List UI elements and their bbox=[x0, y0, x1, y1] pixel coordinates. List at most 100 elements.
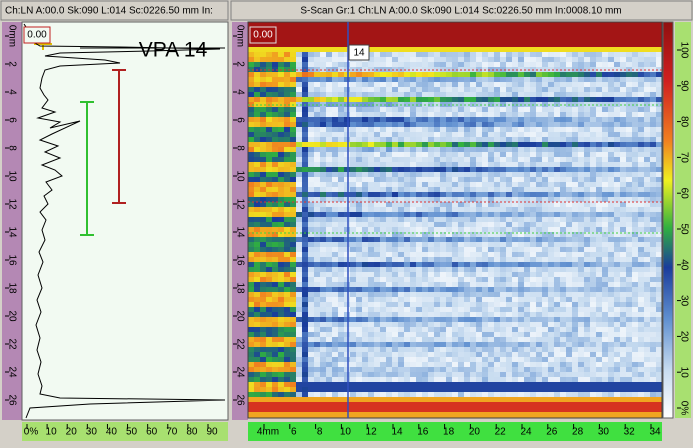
sscan-cell bbox=[494, 152, 500, 157]
sscan-cell bbox=[524, 112, 530, 117]
sscan-cell bbox=[314, 142, 320, 147]
sscan-cell bbox=[278, 242, 284, 247]
sscan-cell bbox=[560, 117, 566, 122]
sscan-cell bbox=[620, 317, 626, 322]
sscan-cell bbox=[440, 87, 446, 92]
sscan-cell bbox=[488, 247, 494, 252]
sscan-cell bbox=[656, 247, 662, 252]
sscan-cell bbox=[272, 142, 278, 147]
sscan-cell bbox=[560, 42, 566, 47]
sscan-cell bbox=[320, 107, 326, 112]
sscan-cell bbox=[584, 57, 590, 62]
sscan-cell bbox=[344, 122, 350, 127]
sscan-cell bbox=[650, 217, 656, 222]
sscan-cell bbox=[416, 282, 422, 287]
sscan-cell bbox=[392, 267, 398, 272]
sscan-cell bbox=[458, 297, 464, 302]
sscan-cell bbox=[494, 312, 500, 317]
sscan-cell bbox=[362, 282, 368, 287]
sscan-cell bbox=[482, 42, 488, 47]
sscan-cell bbox=[506, 302, 512, 307]
sscan-cell bbox=[368, 192, 374, 197]
sscan-cell bbox=[272, 307, 278, 312]
sscan-cell bbox=[536, 57, 542, 62]
sscan-cell bbox=[620, 122, 626, 127]
sscan-cell bbox=[572, 347, 578, 352]
sscan-cell bbox=[254, 317, 260, 322]
sscan-cell bbox=[656, 272, 662, 277]
sscan-cell bbox=[458, 292, 464, 297]
sscan-cell bbox=[254, 147, 260, 152]
sscan-cell bbox=[530, 97, 536, 102]
sscan-cell bbox=[446, 92, 452, 97]
sscan-cell bbox=[362, 292, 368, 297]
sscan-cell bbox=[482, 192, 488, 197]
sscan-cell bbox=[488, 372, 494, 377]
sscan-cell bbox=[602, 22, 608, 27]
sscan-cell bbox=[584, 107, 590, 112]
sscan-cell bbox=[548, 317, 554, 322]
sscan-cell bbox=[350, 352, 356, 357]
sscan-cell bbox=[302, 37, 308, 42]
sscan-cell bbox=[314, 317, 320, 322]
sscan-cell bbox=[416, 272, 422, 277]
sscan-cell bbox=[266, 247, 272, 252]
sscan-cell bbox=[410, 377, 416, 382]
sscan-cell bbox=[584, 207, 590, 212]
sscan-cell bbox=[482, 352, 488, 357]
sscan-cell bbox=[392, 27, 398, 32]
sscan-cell bbox=[560, 282, 566, 287]
sscan-cell bbox=[626, 57, 632, 62]
sscan-cell bbox=[374, 52, 380, 57]
sscan-cell bbox=[596, 242, 602, 247]
sscan-cell bbox=[338, 327, 344, 332]
sscan-cell bbox=[470, 77, 476, 82]
sscan-cell bbox=[278, 377, 284, 382]
sscan-cell bbox=[350, 297, 356, 302]
sscan-cell bbox=[614, 332, 620, 337]
sscan-cell bbox=[578, 357, 584, 362]
sscan-cell bbox=[344, 142, 350, 147]
sscan-cell bbox=[500, 52, 506, 57]
sscan-cell bbox=[308, 182, 314, 187]
sscan-cell bbox=[554, 127, 560, 132]
sscan-cell bbox=[494, 332, 500, 337]
sscan-cell bbox=[506, 357, 512, 362]
sscan-cell bbox=[608, 237, 614, 242]
sscan-cell bbox=[362, 242, 368, 247]
sscan-cell bbox=[482, 22, 488, 27]
sscan-cell bbox=[386, 177, 392, 182]
sscan-cell bbox=[596, 372, 602, 377]
sscan-cell bbox=[446, 207, 452, 212]
sscan-cell bbox=[530, 167, 536, 172]
sscan-cell bbox=[386, 312, 392, 317]
sscan-cell bbox=[542, 62, 548, 67]
sscan-cell bbox=[368, 82, 374, 87]
sscan-cell bbox=[284, 22, 290, 27]
sscan-cell bbox=[248, 267, 254, 272]
sscan-cell bbox=[554, 317, 560, 322]
sscan-cell bbox=[392, 22, 398, 27]
sscan-cell bbox=[266, 297, 272, 302]
sscan-cell bbox=[650, 342, 656, 347]
sscan-cell bbox=[296, 207, 302, 212]
sscan-cell bbox=[476, 242, 482, 247]
sscan-cell bbox=[512, 157, 518, 162]
sscan-cell bbox=[332, 302, 338, 307]
sscan-cell bbox=[548, 37, 554, 42]
sscan-cell bbox=[446, 332, 452, 337]
sscan-cell bbox=[554, 337, 560, 342]
sscan-cell bbox=[584, 27, 590, 32]
sscan-cell bbox=[488, 157, 494, 162]
sscan-cell bbox=[272, 187, 278, 192]
sscan-cell bbox=[464, 142, 470, 147]
sscan-cell bbox=[380, 137, 386, 142]
sscan-cell bbox=[560, 277, 566, 282]
sscan-cell bbox=[644, 372, 650, 377]
sscan-cell bbox=[434, 172, 440, 177]
sscan-cell bbox=[434, 97, 440, 102]
sscan-cell bbox=[602, 192, 608, 197]
sscan-cell bbox=[434, 162, 440, 167]
sscan-cell bbox=[476, 72, 482, 77]
sscan-cell bbox=[356, 217, 362, 222]
